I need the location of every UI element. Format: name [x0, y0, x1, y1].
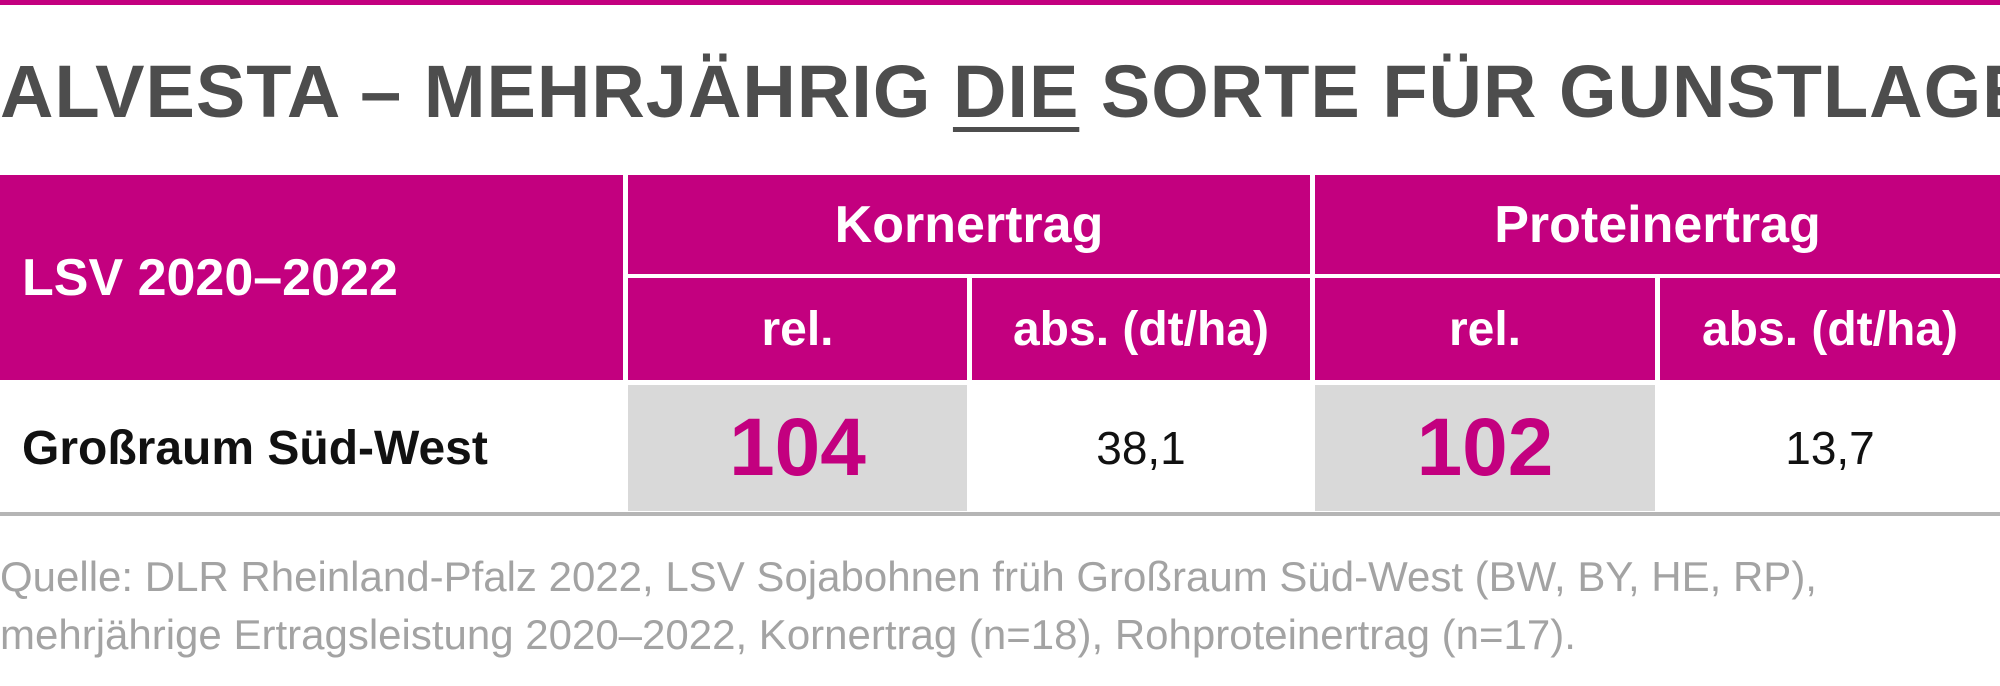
- table-bottom-rule: [0, 512, 2000, 516]
- page-title: ALVESTA – MEHRJÄHRIG DIE SORTE FÜR GUNST…: [0, 48, 2000, 136]
- subheader-proteinertrag-rel: rel.: [1315, 278, 1655, 380]
- value-kornertrag-abs: 38,1: [972, 385, 1310, 511]
- source-note: Quelle: DLR Rheinland-Pfalz 2022, LSV So…: [0, 548, 2000, 664]
- source-line-1: Quelle: DLR Rheinland-Pfalz 2022, LSV So…: [0, 553, 1817, 600]
- top-accent-rule: [0, 0, 2000, 5]
- group-header-proteinertrag: Proteinertrag: [1315, 175, 2000, 274]
- title-emphasis: DIE: [952, 50, 1080, 133]
- value-proteinertrag-rel: 102: [1315, 385, 1655, 511]
- title-before: ALVESTA – MEHRJÄHRIG: [0, 50, 953, 133]
- subheader-proteinertrag-abs: abs. (dt/ha): [1660, 278, 2000, 380]
- group-header-kornertrag: Kornertrag: [628, 175, 1310, 274]
- value-proteinertrag-abs: 13,7: [1660, 385, 2000, 511]
- subheader-kornertrag-rel: rel.: [628, 278, 967, 380]
- title-after: SORTE FÜR GUNSTLAGEN: [1079, 50, 2000, 133]
- value-kornertrag-rel: 104: [628, 385, 967, 511]
- source-line-2: mehrjährige Ertragsleistung 2020–2022, K…: [0, 611, 1576, 658]
- subheader-kornertrag-abs: abs. (dt/ha): [972, 278, 1310, 380]
- row-label-region: Großraum Süd-West: [0, 385, 623, 511]
- row-header-label: LSV 2020–2022: [0, 175, 623, 380]
